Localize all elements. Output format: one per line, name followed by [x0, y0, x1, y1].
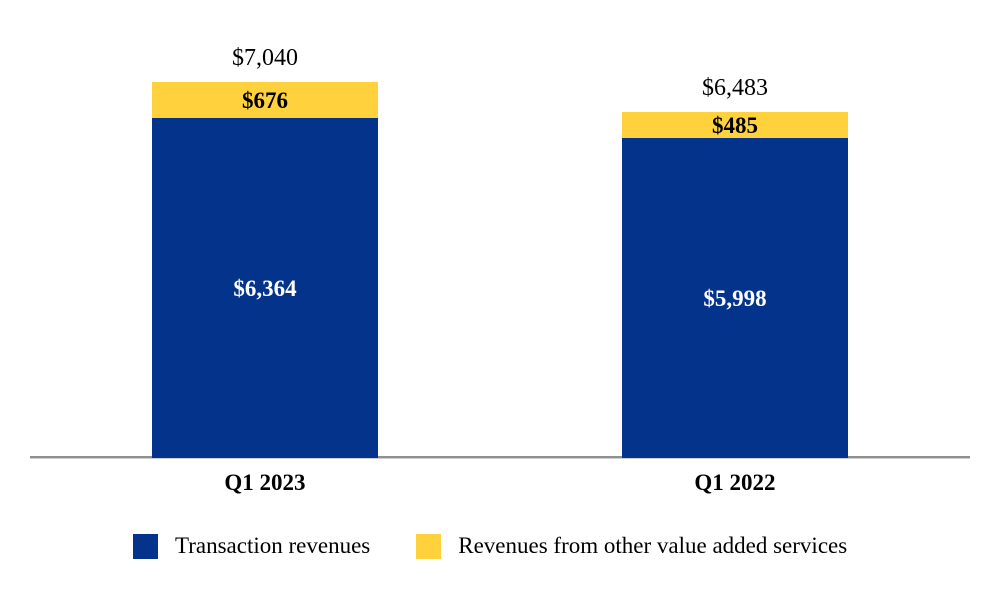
bar-column: $7,040 $676 $6,364	[152, 45, 378, 458]
x-axis-line	[30, 456, 970, 459]
bar-column: $6,483 $485 $5,998	[622, 75, 848, 458]
bar-segment: $676	[152, 82, 378, 118]
bar-segment-label: $676	[242, 87, 288, 113]
bar-segment-label: $5,998	[703, 285, 767, 311]
bar-segment: $485	[622, 112, 848, 138]
bar-total-label: $7,040	[232, 45, 298, 72]
legend-label: Revenues from other value added services	[458, 533, 848, 558]
bar-total-label: $6,483	[702, 75, 768, 102]
legend-label: Transaction revenues	[175, 533, 371, 558]
bar-segment-label: $485	[712, 112, 758, 138]
bar-segment: $5,998	[622, 138, 848, 458]
legend-item: Transaction revenues	[133, 533, 370, 559]
x-axis-category-label: Q1 2023	[224, 470, 306, 495]
legend-item: Revenues from other value added services	[416, 533, 847, 559]
legend-swatch	[416, 533, 442, 559]
legend-swatch	[133, 533, 158, 559]
x-axis-category-label: Q1 2022	[694, 470, 776, 495]
bar-segment-label: $6,364	[233, 275, 297, 301]
legend: Transaction revenues Revenues from other …	[133, 533, 847, 559]
bar-segment: $6,364	[152, 118, 378, 458]
